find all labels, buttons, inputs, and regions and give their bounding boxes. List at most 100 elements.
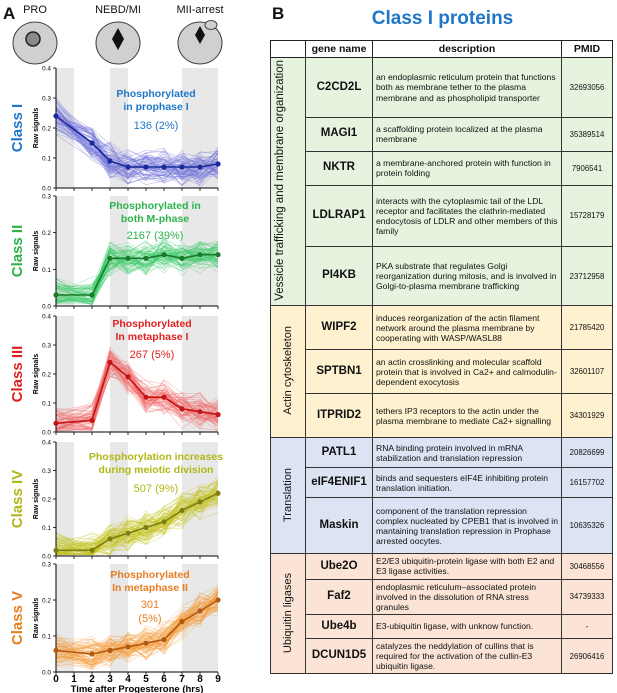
y-axis-label: Raw signals	[33, 479, 40, 520]
protein-trace-line	[55, 247, 219, 301]
x-tick-label: 2	[89, 674, 95, 685]
protein-trace-line	[55, 609, 219, 668]
mean-point	[161, 394, 167, 400]
class-count: 136 (2%)	[134, 120, 179, 132]
stage-label: MII-arrest	[176, 4, 223, 16]
y-tick-label: 0.3	[42, 96, 51, 103]
time-band	[56, 196, 74, 306]
protein-trace-line	[55, 367, 219, 423]
protein-trace-line	[55, 113, 219, 186]
protein-trace-line	[55, 490, 219, 549]
x-tick-label: 5	[143, 674, 149, 685]
category-label: Translation	[281, 467, 294, 522]
protein-trace-line	[55, 595, 219, 660]
header-pmid: PMID	[561, 39, 613, 59]
y-axis-label: Raw signals	[33, 231, 40, 272]
cell-desc: E3-ubiquitin ligase, with unknow functio…	[372, 614, 562, 639]
class-panel-3: 0.0 0.1 0.2 0.3 0.4 Raw signals Class III	[9, 314, 221, 437]
protein-trace-line	[55, 606, 219, 657]
mean-point	[89, 417, 95, 423]
protein-trace-line	[55, 489, 219, 553]
protein-trace-line	[55, 607, 219, 670]
protein-trace-line	[55, 363, 219, 426]
protein-trace-line	[55, 492, 219, 554]
cell-desc: an actin crosslinking and molecular scaf…	[372, 349, 562, 395]
protein-trace-line	[55, 600, 219, 668]
protein-trace-line	[55, 503, 219, 546]
mean-point	[107, 536, 113, 542]
mean-point	[125, 255, 131, 261]
protein-trace-line	[55, 241, 219, 306]
protein-trace-line	[55, 491, 219, 555]
protein-trace-line	[55, 113, 219, 179]
proteins-table: gene name description PMID Vessicle traf…	[270, 39, 613, 675]
protein-trace-line	[55, 352, 219, 430]
protein-trace-line	[55, 585, 219, 665]
spindle-icon	[195, 26, 205, 44]
mean-point	[215, 490, 221, 496]
protein-trace-line	[55, 484, 219, 550]
cell-gene: Ube2O	[305, 553, 373, 580]
protein-trace-line	[55, 602, 219, 667]
protein-trace-line	[55, 593, 219, 654]
x-tick-label: 9	[215, 674, 221, 685]
cell-gene: eIF4ENIF1	[305, 467, 373, 499]
cell-gene: C2CD2L	[305, 57, 373, 118]
protein-trace-line	[55, 244, 219, 303]
cell-pmid: 20826699	[561, 437, 613, 469]
protein-trace-line	[55, 241, 219, 301]
cell-desc: tethers IP3 receptors to the actin under…	[372, 393, 562, 439]
protein-trace-line	[55, 589, 219, 667]
x-tick-label: 1	[71, 674, 77, 685]
protein-trace-line	[55, 245, 219, 300]
protein-trace-line	[55, 119, 219, 185]
protein-trace-line	[55, 240, 219, 297]
protein-trace-line	[55, 484, 219, 554]
class-panel-5: 0.0 0.1 0.2 0.3 Raw signals Class V	[9, 562, 221, 677]
protein-trace-line	[55, 127, 219, 177]
mean-point	[143, 255, 149, 261]
protein-trace-line	[55, 590, 219, 664]
category-label: Ubiquitin ligases	[281, 572, 294, 653]
cell-pmid: -	[561, 614, 613, 639]
protein-trace-line	[55, 248, 219, 291]
protein-trace-line	[55, 492, 219, 555]
class-annotation: Phosphorylated In metaphase II	[110, 569, 189, 594]
y-tick-label: 0.1	[42, 156, 51, 163]
cell-gene: MAGI1	[305, 116, 373, 152]
protein-trace-line	[55, 480, 219, 553]
protein-trace-line	[55, 490, 219, 556]
protein-trace-line	[55, 246, 219, 291]
protein-trace-line	[55, 494, 219, 555]
protein-trace-line	[55, 103, 219, 188]
cell-pmid: 16157702	[561, 467, 613, 499]
mean-point	[89, 651, 95, 657]
protein-trace-line	[55, 245, 219, 294]
protein-trace-line	[55, 589, 219, 653]
protein-trace-line	[55, 498, 219, 555]
protein-trace-line	[55, 598, 219, 654]
protein-trace-line	[55, 605, 219, 656]
mean-point	[215, 412, 221, 418]
protein-trace-line	[55, 101, 219, 173]
protein-trace-line	[55, 247, 219, 305]
protein-trace-line	[55, 608, 219, 653]
protein-trace-line	[55, 249, 219, 305]
mean-point	[161, 164, 167, 170]
cell-gene: PI4KB	[305, 246, 373, 307]
protein-trace-line	[55, 585, 219, 666]
header-category	[270, 39, 306, 59]
y-tick-label: 0.0	[42, 186, 51, 193]
stage-label: PRO	[23, 4, 47, 16]
mean-point	[215, 252, 221, 258]
protein-trace-line	[55, 493, 219, 546]
x-tick-label: 0	[53, 674, 59, 685]
protein-trace-line	[55, 592, 219, 658]
protein-trace-line	[55, 105, 219, 178]
y-tick-label: 0.4	[42, 314, 51, 321]
protein-trace-line	[55, 114, 219, 182]
protein-trace-line	[55, 116, 219, 179]
protein-trace-line	[55, 239, 219, 294]
class-panel-4: 0.0 0.1 0.2 0.3 0.4 Raw signals Class IV	[9, 440, 221, 561]
protein-trace-line	[55, 116, 219, 174]
